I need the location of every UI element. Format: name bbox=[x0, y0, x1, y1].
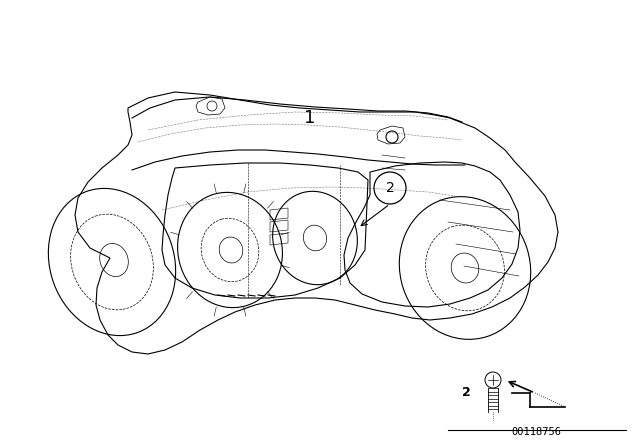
Text: 2: 2 bbox=[386, 181, 394, 195]
Text: 1: 1 bbox=[304, 109, 316, 127]
Text: 00118756: 00118756 bbox=[511, 427, 561, 437]
Text: 2: 2 bbox=[461, 385, 470, 399]
